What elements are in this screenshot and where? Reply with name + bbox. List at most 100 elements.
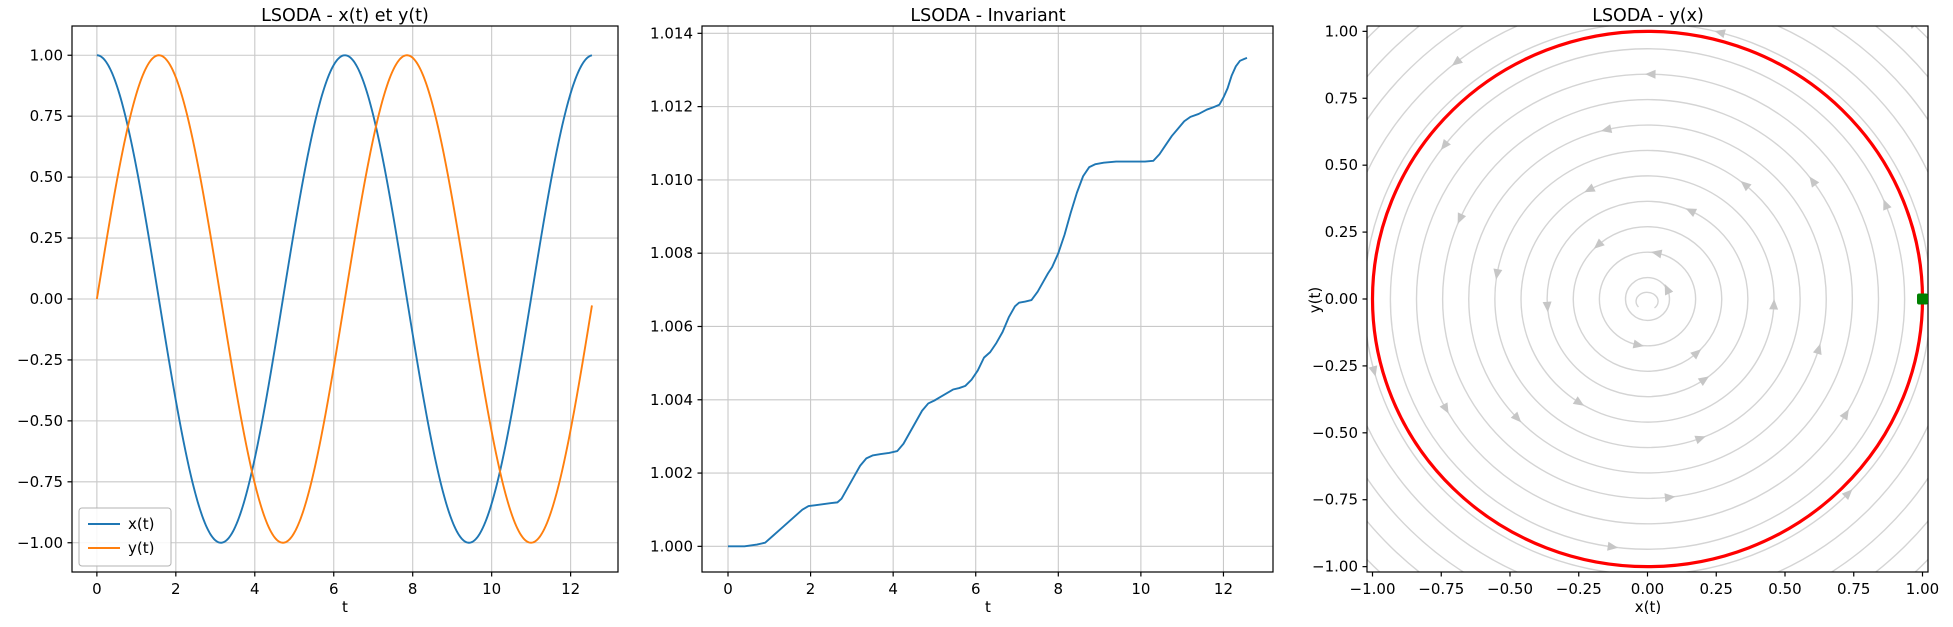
spines-and-ticks: −1.00 −0.75 −0.50 −0.25 0.00 0.25 0.50 0.75 1.00… <box>1312 22 1939 598</box>
streamline-arrowhead <box>1607 541 1619 551</box>
streamline-circle <box>1624 276 1671 322</box>
streamline-arrowhead <box>1910 26 1915 30</box>
y-tick-label: 1.004 <box>651 391 693 409</box>
plot3-ylabel: y(t) <box>1306 286 1324 314</box>
streamline-arrowhead <box>1839 409 1849 421</box>
y-tick-label: −0.50 <box>1312 424 1358 442</box>
streamline-circle <box>1572 226 1723 372</box>
streamline-arrowhead <box>1600 124 1613 133</box>
x-tick-label: 6 <box>329 580 339 598</box>
spines-and-ticks: 0 2 4 6 8 10 12 1.00 0.75 0.50 0.25 0.00 −0.25 −0.50 −… <box>17 25 619 598</box>
y-tick-label: 0.50 <box>1325 156 1358 174</box>
y-tick-label: 0.00 <box>1325 290 1358 308</box>
series-cos <box>96 54 593 544</box>
streamline-circle <box>1520 175 1775 423</box>
streamline-arrowhead <box>1685 208 1698 217</box>
y-tick-label: 1.008 <box>651 244 693 262</box>
grid <box>72 26 618 572</box>
x-tick-label: −1.00 <box>1350 580 1396 598</box>
streamline-arrowhead <box>1804 10 1815 19</box>
streamline-circle <box>1367 26 1928 572</box>
streamline-circle <box>1441 98 1854 500</box>
plot2-xlabel: t <box>985 598 991 616</box>
y-tick-label: −0.75 <box>1312 491 1358 509</box>
x-tick-label: 2 <box>171 580 181 598</box>
y-tick-label: 0.50 <box>30 168 63 186</box>
x-tick-label: 6 <box>971 580 981 598</box>
series-invariant <box>728 56 1248 548</box>
series-sin <box>95 54 593 544</box>
streamline-arrowhead <box>1841 489 1853 500</box>
spines-and-ticks: 0 2 4 6 8 10 12 1.000 1.002 1.004 1.006 1.008 1.010 1… <box>651 24 1274 598</box>
y-tick-label: 1.000 <box>651 537 693 555</box>
x-tick-label: 0 <box>723 580 733 598</box>
x-tick-label: 8 <box>408 580 418 598</box>
streamline-circle <box>1546 200 1749 398</box>
x-tick-label: −0.50 <box>1487 580 1533 598</box>
legend-label: y(t) <box>128 539 154 557</box>
streamline-arrowhead <box>1593 238 1605 249</box>
start-point-marker <box>1917 293 1928 305</box>
x-tick-label: 4 <box>250 580 260 598</box>
y-tick-label: 1.010 <box>651 171 693 189</box>
streamline-arrowhead <box>1645 69 1656 79</box>
x-tick-label: 0.00 <box>1631 580 1664 598</box>
x-tick-label: 0.50 <box>1768 580 1801 598</box>
x-tick-label: 12 <box>561 580 580 598</box>
y-tick-label: 0.00 <box>30 290 63 308</box>
y-tick-label: 1.006 <box>651 317 693 335</box>
streamline-arrowhead <box>1815 576 1826 585</box>
axes <box>72 26 618 572</box>
streamline-arrowhead <box>1714 29 1726 39</box>
streamline-circle <box>1367 26 1928 572</box>
streamline-arrowhead <box>1572 396 1585 406</box>
streamline-arrowhead <box>1451 55 1463 66</box>
plot1-title: LSODA - x(t) et y(t) <box>261 6 429 26</box>
streamline-circle <box>1389 48 1906 550</box>
streamlines <box>1367 10 1928 585</box>
streamline-arrowhead <box>1440 139 1451 151</box>
streamline-arrowhead <box>1883 199 1892 211</box>
streamline-arrowhead <box>1542 301 1552 313</box>
streamline-arrowhead <box>1457 212 1467 224</box>
streamline-arrowhead <box>1812 343 1822 356</box>
y-tick-label: 1.00 <box>1325 22 1358 40</box>
y-tick-label: 0.25 <box>1325 223 1358 241</box>
y-tick-label: −0.50 <box>17 412 63 430</box>
y-tick-label: 0.75 <box>1325 89 1358 107</box>
grid <box>702 26 1273 572</box>
streamline-arrowhead <box>1368 365 1378 377</box>
streamline-center-curl <box>1635 291 1659 309</box>
axes <box>702 26 1273 572</box>
streamline-arrowhead <box>1694 435 1706 445</box>
y-tick-label: 1.002 <box>651 464 693 482</box>
streamline-arrowhead <box>1439 402 1449 414</box>
y-tick-label: 1.012 <box>651 98 693 116</box>
streamline-arrowhead <box>1632 339 1644 349</box>
x-tick-label: 10 <box>482 580 501 598</box>
streamline-arrowhead <box>1769 298 1779 310</box>
y-tick-label: −1.00 <box>1312 558 1358 576</box>
x-tick-label: 0.75 <box>1837 580 1870 598</box>
streamline-arrowhead <box>1690 349 1702 360</box>
legend: x(t) y(t) <box>78 507 172 567</box>
y-tick-label: −0.25 <box>17 351 63 369</box>
streamline-circle <box>1598 251 1697 347</box>
plot1-canvas-xy-vs-t: 0 2 4 6 8 10 12 1.00 0.75 0.50 0.25 0.00 −0.25 −0.50 −… <box>17 25 619 598</box>
x-tick-label: −0.75 <box>1418 580 1464 598</box>
x-tick-label: 0.25 <box>1700 580 1733 598</box>
y-tick-label: 0.75 <box>30 107 63 125</box>
plot2-canvas-invariant: 0 2 4 6 8 10 12 1.000 1.002 1.004 1.006 1.008 1.010 1… <box>651 24 1274 598</box>
y-tick-label: −1.00 <box>17 534 63 552</box>
plot3-xlabel: x(t) <box>1634 598 1662 616</box>
x-tick-label: 4 <box>888 580 898 598</box>
x-tick-label: −0.25 <box>1556 580 1602 598</box>
streamline-circle <box>1494 149 1801 449</box>
streamline-circle <box>1367 26 1928 572</box>
streamline-arrowhead <box>1651 249 1663 259</box>
plot3-canvas-phase-portrait: −1.00 −0.75 −0.50 −0.25 0.00 0.25 0.50 0.75 1.00… <box>1312 10 1939 598</box>
streamline-circle <box>1415 73 1880 525</box>
x-tick-label: 0 <box>92 580 102 598</box>
y-tick-label: 1.00 <box>30 46 63 64</box>
